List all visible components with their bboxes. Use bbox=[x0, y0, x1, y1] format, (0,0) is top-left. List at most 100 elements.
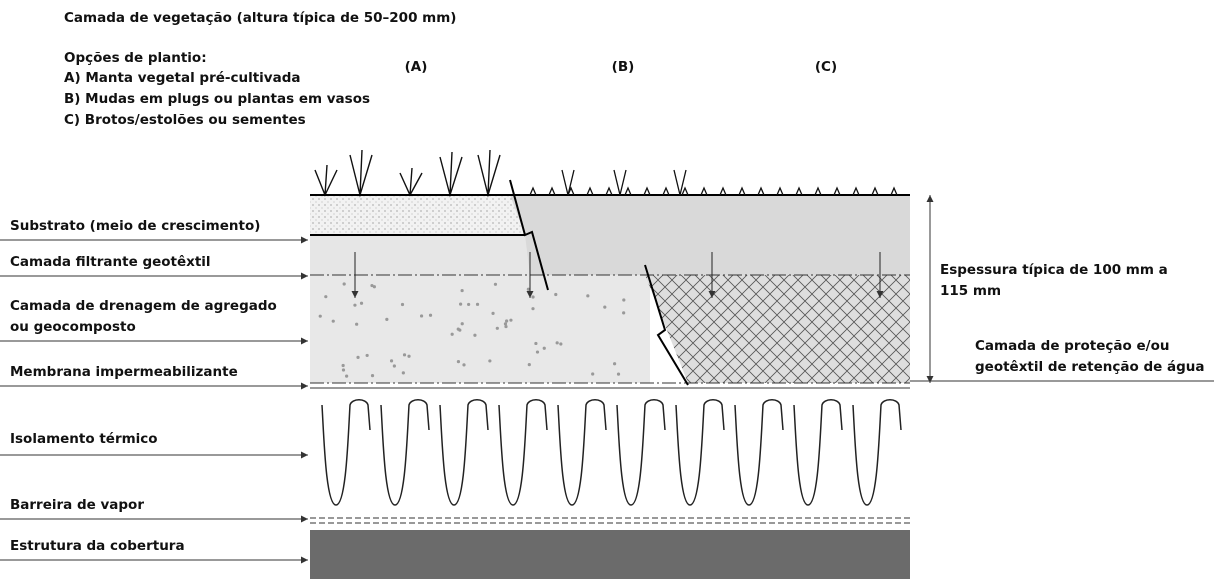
aggregate bbox=[509, 318, 513, 322]
decor bbox=[310, 149, 902, 506]
aggregate bbox=[331, 319, 335, 323]
aggregate bbox=[491, 311, 495, 315]
layer-label: Estrutura da cobertura bbox=[10, 538, 185, 554]
aggregate bbox=[473, 333, 477, 337]
layer-label: Camada de drenagem de agregado bbox=[10, 298, 277, 314]
mat-texture bbox=[310, 195, 525, 235]
layer-label: ou geocomposto bbox=[10, 319, 136, 335]
sprig bbox=[700, 186, 708, 196]
sprig bbox=[776, 186, 784, 196]
thickness-label: Espessura típica de 100 mm a bbox=[940, 262, 1168, 278]
aggregate bbox=[460, 322, 464, 326]
thickness-label: 115 mm bbox=[940, 283, 1001, 299]
aggregate bbox=[402, 353, 407, 357]
aggregate bbox=[345, 374, 349, 378]
plant bbox=[314, 164, 338, 197]
layer-label: Isolamento térmico bbox=[10, 431, 158, 447]
roof-structure bbox=[310, 530, 910, 579]
aggregate bbox=[318, 314, 322, 318]
aggregate bbox=[460, 288, 464, 293]
protection-label: geotêxtil de retenção de água bbox=[975, 359, 1204, 375]
layer-label: Camada filtrante geotêxtil bbox=[10, 254, 211, 270]
plug bbox=[673, 169, 687, 196]
sprig bbox=[567, 186, 575, 196]
aggregate bbox=[356, 355, 360, 359]
column-label: (C) bbox=[815, 59, 837, 75]
sprig bbox=[681, 186, 689, 196]
sprig bbox=[833, 186, 841, 196]
aggregate bbox=[534, 341, 538, 346]
layer-label: Substrato (meio de crescimento) bbox=[10, 218, 260, 234]
sprig bbox=[548, 186, 556, 196]
sprig bbox=[719, 186, 727, 196]
sprig bbox=[643, 186, 651, 196]
aggregate bbox=[407, 354, 411, 358]
layer-label: Membrana impermeabilizante bbox=[10, 364, 238, 380]
aggregate bbox=[622, 311, 626, 315]
aggregate bbox=[531, 307, 535, 311]
aggregate bbox=[392, 364, 396, 368]
aggregate bbox=[370, 283, 374, 288]
sprig bbox=[605, 186, 613, 196]
aggregate bbox=[342, 282, 346, 286]
geocomposite-hatch bbox=[645, 275, 910, 383]
plug bbox=[613, 169, 627, 196]
aggregate bbox=[372, 285, 376, 289]
aggregate bbox=[324, 295, 328, 299]
plant bbox=[439, 151, 463, 198]
substrate-bc bbox=[510, 195, 910, 275]
aggregate bbox=[341, 363, 345, 368]
aggregate bbox=[353, 303, 357, 307]
drainage bbox=[310, 275, 650, 383]
aggregate bbox=[456, 360, 461, 364]
column-label: (A) bbox=[405, 59, 428, 75]
aggregate bbox=[401, 371, 405, 375]
sprig bbox=[738, 186, 746, 196]
aggregate bbox=[385, 317, 389, 321]
aggregate bbox=[504, 324, 508, 329]
aggregate bbox=[365, 353, 369, 358]
insulation bbox=[321, 399, 902, 506]
aggregate bbox=[400, 302, 405, 307]
aggregate bbox=[488, 359, 492, 363]
aggregate bbox=[526, 287, 530, 291]
aggregate bbox=[341, 368, 346, 372]
aggregate bbox=[503, 322, 508, 326]
column-label: (B) bbox=[612, 59, 635, 75]
aggregate bbox=[428, 313, 433, 317]
sprig bbox=[757, 186, 765, 196]
aggregate bbox=[542, 346, 546, 350]
aggregate bbox=[359, 301, 364, 305]
plant bbox=[349, 149, 373, 198]
aggregate bbox=[505, 319, 509, 323]
plant bbox=[477, 149, 501, 198]
aggregate bbox=[370, 374, 375, 378]
aggregate bbox=[559, 342, 563, 346]
aggregate bbox=[389, 359, 394, 363]
aggregate bbox=[419, 314, 424, 318]
aggregate bbox=[555, 341, 559, 345]
aggregate bbox=[554, 292, 558, 297]
aggregate bbox=[456, 327, 460, 331]
sprig bbox=[852, 186, 860, 196]
aggregate bbox=[462, 363, 466, 367]
aggregate bbox=[355, 322, 359, 326]
planting-option: B) Mudas em plugs ou plantas em vasos bbox=[64, 91, 370, 107]
layers bbox=[310, 149, 1214, 579]
sprig bbox=[795, 186, 803, 196]
aggregate bbox=[586, 294, 590, 298]
aggregate bbox=[495, 326, 499, 330]
aggregate bbox=[459, 302, 463, 306]
plant bbox=[399, 167, 423, 197]
planting-heading: Opções de plantio: bbox=[64, 50, 207, 66]
aggregate bbox=[535, 350, 540, 354]
planting-option: C) Brotos/estolões ou sementes bbox=[64, 112, 306, 128]
planting-option: A) Manta vegetal pré-cultivada bbox=[64, 70, 301, 86]
protection-label: Camada de proteção e/ou bbox=[975, 338, 1169, 354]
sprig bbox=[814, 186, 822, 196]
aggregate bbox=[450, 332, 454, 336]
aggregate bbox=[493, 282, 498, 286]
sprig bbox=[871, 186, 879, 196]
sprig bbox=[529, 186, 537, 196]
sprig bbox=[586, 186, 594, 196]
